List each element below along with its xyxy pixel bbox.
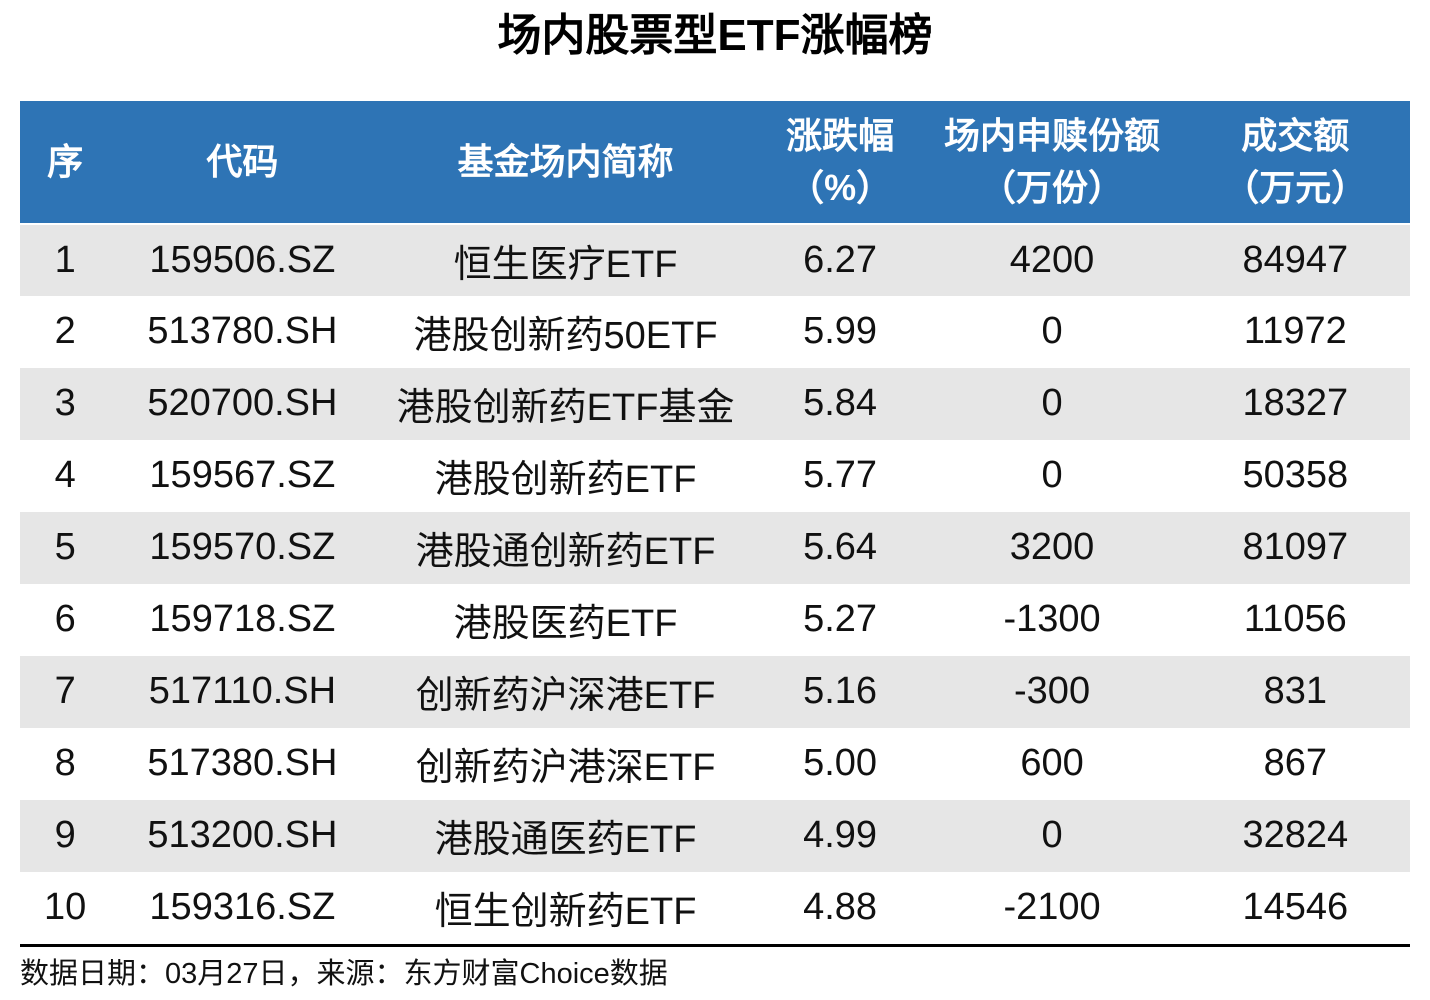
cell-code: 513780.SH (110, 295, 375, 368)
cell-index: 10 (20, 871, 111, 944)
header-creation-redemption: 场内申赎份额 （万份） (923, 100, 1181, 225)
cell-index: 9 (20, 799, 111, 872)
table-row: 3 520700.SH 港股创新药ETF基金 5.84 0 18327 (20, 367, 1410, 440)
table-row: 10 159316.SZ 恒生创新药ETF 4.88 -2100 14546 (20, 871, 1410, 944)
table-row: 5 159570.SZ 港股通创新药ETF 5.64 3200 81097 (20, 511, 1410, 584)
cell-turnover: 18327 (1180, 367, 1410, 440)
cell-creation-redemption: 0 (923, 295, 1181, 368)
header-turnover-label: 成交额 (1241, 114, 1350, 156)
cell-turnover: 32824 (1180, 799, 1410, 872)
data-source-note: 数据日期：03月27日，来源：东方财富Choice数据 (20, 943, 1410, 994)
cell-fund-name: 创新药沪深港ETF (374, 655, 757, 728)
cell-code: 520700.SH (110, 367, 375, 440)
cell-change-pct: 5.77 (756, 439, 924, 512)
cell-change-pct: 5.99 (756, 295, 924, 368)
cell-code: 517110.SH (110, 655, 375, 728)
table-row: 6 159718.SZ 港股医药ETF 5.27 -1300 11056 (20, 583, 1410, 656)
cell-change-pct: 5.00 (756, 727, 924, 800)
cell-creation-redemption: -2100 (923, 871, 1181, 944)
cell-code: 159506.SZ (110, 223, 375, 296)
header-change-pct: 涨跌幅 （%） (756, 100, 924, 225)
page-title: 场内股票型ETF涨幅榜 (497, 11, 933, 60)
header-creation-redemption-unit: （万份） (980, 166, 1125, 208)
header-fund-name: 基金场内简称 (374, 100, 757, 225)
cell-creation-redemption: 4200 (923, 223, 1181, 296)
cell-index: 1 (20, 223, 111, 296)
etf-table: 序 代码 基金场内简称 涨跌幅 （%） 场内申赎份额 （万份） (20, 100, 1410, 944)
table-header: 序 代码 基金场内简称 涨跌幅 （%） 场内申赎份额 （万份） (20, 100, 1410, 225)
cell-turnover: 867 (1180, 727, 1410, 800)
header-code: 代码 (110, 100, 375, 225)
cell-index: 8 (20, 727, 111, 800)
cell-code: 159567.SZ (110, 439, 375, 512)
header-index: 序 (20, 100, 111, 225)
table-body: 1 159506.SZ 恒生医疗ETF 6.27 4200 84947 2 51… (20, 223, 1410, 944)
cell-creation-redemption: 0 (923, 439, 1181, 512)
cell-creation-redemption: -1300 (923, 583, 1181, 656)
cell-change-pct: 5.27 (756, 583, 924, 656)
cell-turnover: 81097 (1180, 511, 1410, 584)
header-change-pct-label: 涨跌幅 (786, 114, 895, 156)
cell-fund-name: 港股创新药50ETF (374, 295, 757, 368)
cell-turnover: 50358 (1180, 439, 1410, 512)
table-row: 2 513780.SH 港股创新药50ETF 5.99 0 11972 (20, 295, 1410, 368)
cell-change-pct: 4.99 (756, 799, 924, 872)
cell-fund-name: 港股通医药ETF (374, 799, 757, 872)
header-creation-redemption-label: 场内申赎份额 (944, 114, 1161, 156)
table-row: 1 159506.SZ 恒生医疗ETF 6.27 4200 84947 (20, 223, 1410, 296)
cell-turnover: 11972 (1180, 295, 1410, 368)
cell-turnover: 84947 (1180, 223, 1410, 296)
cell-code: 159570.SZ (110, 511, 375, 584)
header-fund-name-label: 基金场内简称 (457, 140, 674, 182)
cell-fund-name: 港股创新药ETF基金 (374, 367, 757, 440)
cell-index: 3 (20, 367, 111, 440)
table-row: 4 159567.SZ 港股创新药ETF 5.77 0 50358 (20, 439, 1410, 512)
cell-change-pct: 6.27 (756, 223, 924, 296)
cell-index: 5 (20, 511, 111, 584)
cell-change-pct: 5.84 (756, 367, 924, 440)
cell-fund-name: 港股通创新药ETF (374, 511, 757, 584)
cell-creation-redemption: 3200 (923, 511, 1181, 584)
cell-creation-redemption: 0 (923, 367, 1181, 440)
table-row: 7 517110.SH 创新药沪深港ETF 5.16 -300 831 (20, 655, 1410, 728)
header-change-pct-unit: （%） (788, 166, 893, 208)
cell-turnover: 831 (1180, 655, 1410, 728)
cell-fund-name: 恒生创新药ETF (374, 871, 757, 944)
cell-turnover: 14546 (1180, 871, 1410, 944)
table-row: 8 517380.SH 创新药沪港深ETF 5.00 600 867 (20, 727, 1410, 800)
cell-change-pct: 4.88 (756, 871, 924, 944)
cell-index: 7 (20, 655, 111, 728)
table-row: 9 513200.SH 港股通医药ETF 4.99 0 32824 (20, 799, 1410, 872)
header-turnover: 成交额 （万元） (1180, 100, 1410, 225)
cell-code: 517380.SH (110, 727, 375, 800)
cell-fund-name: 恒生医疗ETF (374, 223, 757, 296)
cell-creation-redemption: -300 (923, 655, 1181, 728)
cell-code: 513200.SH (110, 799, 375, 872)
header-code-label: 代码 (206, 140, 279, 182)
cell-index: 4 (20, 439, 111, 512)
cell-index: 2 (20, 295, 111, 368)
cell-code: 159718.SZ (110, 583, 375, 656)
cell-creation-redemption: 0 (923, 799, 1181, 872)
header-turnover-unit: （万元） (1223, 166, 1368, 208)
cell-turnover: 11056 (1180, 583, 1410, 656)
cell-fund-name: 港股医药ETF (374, 583, 757, 656)
header-index-label: 序 (47, 140, 84, 182)
cell-fund-name: 创新药沪港深ETF (374, 727, 757, 800)
cell-index: 6 (20, 583, 111, 656)
header-row: 序 代码 基金场内简称 涨跌幅 （%） 场内申赎份额 （万份） (20, 100, 1410, 225)
cell-change-pct: 5.16 (756, 655, 924, 728)
cell-fund-name: 港股创新药ETF (374, 439, 757, 512)
cell-change-pct: 5.64 (756, 511, 924, 584)
cell-code: 159316.SZ (110, 871, 375, 944)
source-text: 数据日期：03月27日，来源：东方财富Choice数据 (20, 957, 668, 990)
cell-creation-redemption: 600 (923, 727, 1181, 800)
